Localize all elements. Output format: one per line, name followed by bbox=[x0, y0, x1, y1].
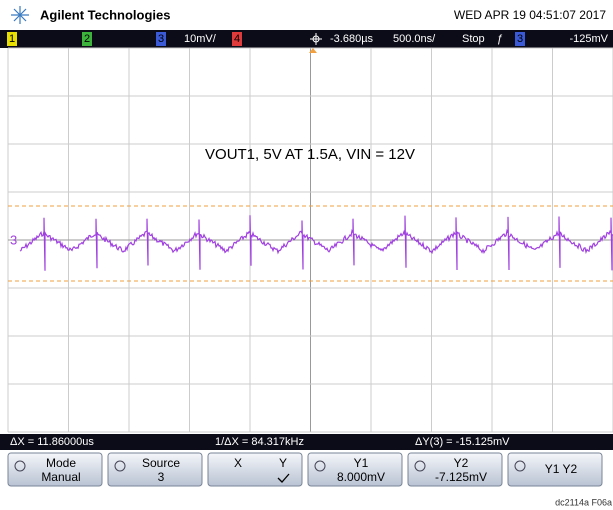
trigger-level: -125mV bbox=[569, 33, 608, 45]
run-state: Stop bbox=[462, 33, 485, 45]
measure-bar bbox=[0, 434, 613, 450]
ch1: 1 bbox=[9, 33, 15, 45]
ch4-box bbox=[232, 32, 242, 46]
softkey-label: 8.000mV bbox=[337, 470, 385, 484]
ch3-marker: 3 bbox=[10, 232, 17, 247]
delta-x: ΔX = 11.86000us bbox=[10, 436, 94, 448]
softkey-label: Y1 bbox=[354, 456, 369, 470]
softkey-label: Manual bbox=[41, 470, 80, 484]
softkey-knob-icon bbox=[514, 460, 526, 472]
softkey-label: Mode bbox=[46, 456, 76, 470]
ch2: 2 bbox=[84, 33, 90, 45]
inverse-delta-x: 1/ΔX = 84.317kHz bbox=[215, 436, 304, 448]
figure-code: dc2114a F06a bbox=[555, 497, 612, 507]
softkey-knob-icon bbox=[414, 460, 426, 472]
trigger-channel-box bbox=[515, 32, 525, 46]
ch3-box bbox=[156, 32, 166, 46]
softkey bbox=[107, 452, 203, 487]
ch1-box bbox=[7, 32, 17, 46]
trigger-marker bbox=[309, 48, 317, 53]
logo bbox=[11, 6, 29, 24]
softkey-label: Y1 Y2 bbox=[545, 462, 578, 476]
ch2-box bbox=[82, 32, 92, 46]
graticule bbox=[7, 47, 613, 433]
delta-y: ΔY(3) = -15.125mV bbox=[415, 436, 510, 448]
datetime: WED APR 19 04:51:07 2017 bbox=[454, 8, 606, 22]
timebase: 500.0ns/ bbox=[393, 33, 436, 45]
trigger-channel: 3 bbox=[517, 33, 523, 45]
softkey-label: Y2 bbox=[454, 456, 469, 470]
softkey-label: X bbox=[234, 456, 242, 470]
softkey bbox=[207, 452, 303, 487]
delay: -3.680µs bbox=[330, 33, 374, 45]
softkey bbox=[307, 452, 403, 487]
ch3-scale: 10mV/ bbox=[184, 33, 217, 45]
ch4: 4 bbox=[234, 33, 240, 45]
trigger-slope: ƒ bbox=[497, 33, 503, 45]
softkey-knob-icon bbox=[314, 460, 326, 472]
softkey-check bbox=[277, 473, 290, 483]
softkey-label: -7.125mV bbox=[435, 470, 487, 484]
softkey-knob-icon bbox=[114, 460, 126, 472]
ch3: 3 bbox=[158, 33, 164, 45]
header bbox=[0, 0, 613, 30]
softkey-knob-icon bbox=[14, 460, 26, 472]
brand: Agilent Technologies bbox=[40, 7, 171, 22]
softkey bbox=[7, 452, 103, 487]
channel-bar bbox=[0, 30, 613, 48]
delay-icon bbox=[310, 33, 322, 45]
softkey-label: 3 bbox=[158, 470, 165, 484]
softkey bbox=[407, 452, 503, 487]
annotation: VOUT1, 5V AT 1.5A, VIN = 12V bbox=[205, 146, 415, 163]
softkey bbox=[507, 452, 603, 487]
softkey-label: Y bbox=[279, 456, 287, 470]
waveform bbox=[19, 215, 613, 271]
softkey-label: Source bbox=[142, 456, 180, 470]
